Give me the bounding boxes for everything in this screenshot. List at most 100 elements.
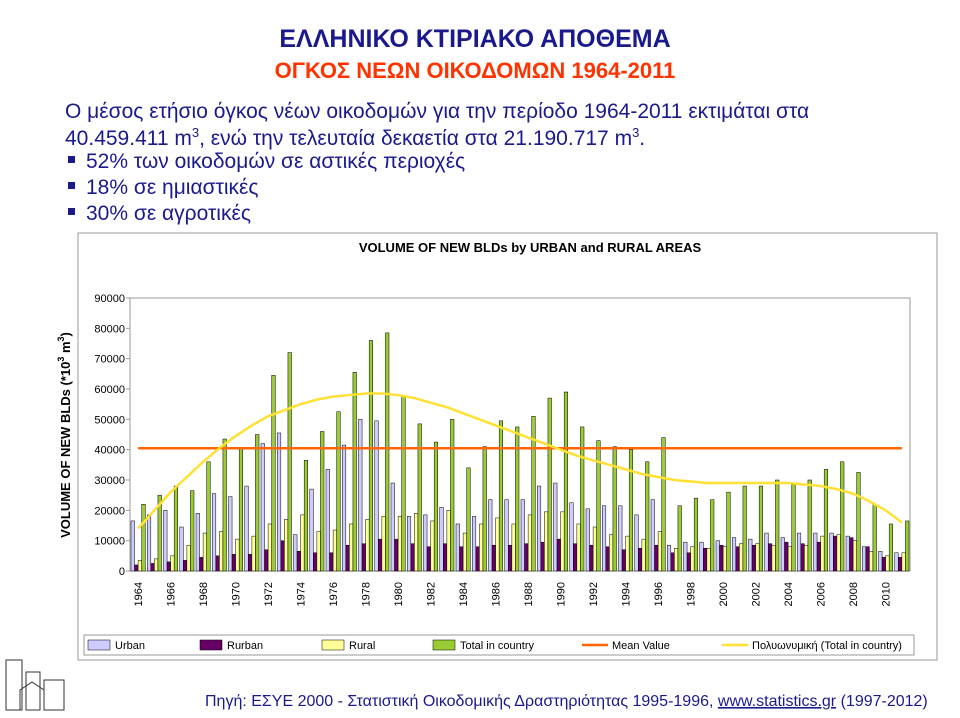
legend-swatch [432,639,456,651]
bar [569,502,574,572]
x-tick-label: 2006 [816,582,828,606]
bar [898,557,903,572]
bar [284,519,289,572]
legend-swatch [321,639,345,651]
bar [836,534,841,572]
x-tick-label: 1978 [361,582,373,606]
bar [287,352,292,572]
bar [199,557,204,572]
bar [732,537,737,572]
bar [313,552,318,572]
legend-label: Urban [115,640,145,652]
bar [450,419,455,572]
bar [634,514,639,572]
bar [703,548,708,572]
y-tick-label: 60000 [94,384,125,396]
building-icons [5,659,65,711]
bar [771,544,776,572]
bar [374,420,379,572]
bar [865,546,870,572]
y-axis-label: VOLUME OF NEW BLDs (*103 m3) [56,332,73,538]
bar [455,523,460,572]
bar [215,555,220,572]
x-tick-label: 1984 [458,582,470,606]
bar [813,532,818,572]
y-tick-label: 70000 [94,354,125,366]
bar [190,490,195,572]
bar [235,538,240,572]
bar [329,552,334,572]
bar [699,541,704,572]
bar [130,520,135,572]
bar [872,504,877,572]
bar [134,564,139,572]
y-tick-label: 30000 [94,475,125,487]
line-series [137,392,903,530]
bar [638,548,643,572]
bar [157,494,162,572]
bar [748,538,753,572]
legend-label: Total in country [460,640,534,652]
slide-subtitle: ΟΓΚΟΣ ΝΕΩΝ ΟΙΚΟΔΟΜΩΝ 1964-2011 [275,58,676,83]
bar [645,461,650,572]
legend-swatch [199,639,223,651]
bar [706,548,711,572]
legend [83,634,915,656]
source-link[interactable]: www.statistics.gr [717,693,837,710]
bullet: 18% σε ημιαστικές [86,176,259,199]
source-text: (1997-2012) [836,693,928,710]
bar [244,485,249,572]
bar [147,514,152,572]
bar [520,499,525,572]
bar [735,546,740,572]
x-tick-label: 1996 [653,582,665,606]
bar [878,551,883,572]
bar [791,484,796,572]
intro-text: . [639,127,645,150]
bar [141,504,146,572]
source: Πηγή: ΕΣΥΕ 2000 - Στατιστική Οικοδομικής… [205,693,928,710]
bar [560,511,565,572]
bar [378,538,383,572]
bar [693,497,698,572]
bar [401,396,406,572]
bar [173,485,178,572]
bar [722,546,727,572]
bar [195,513,200,572]
bar [300,514,305,572]
bar [661,437,666,572]
bar [715,540,720,572]
bar [674,548,679,572]
bar [547,397,552,572]
bar [527,514,532,572]
bar [332,529,337,572]
bullet: 52% των οικοδομών σε αστικές περιοχές [86,150,465,173]
bar [495,517,500,572]
bar [556,538,561,572]
bar [780,537,785,572]
bar [219,531,224,572]
bar [540,541,545,572]
bar [544,511,549,572]
x-tick-label: 2004 [783,582,795,606]
y-tick-label: 50000 [94,414,125,426]
bar [654,544,659,572]
bar [163,510,168,572]
bar [488,499,493,572]
bar [881,557,886,572]
x-tick-label: 1972 [263,582,275,606]
bar [618,505,623,572]
bar [829,532,834,572]
bar [612,446,617,572]
bar [901,552,906,572]
bar [755,543,760,572]
bar [202,532,207,572]
x-tick-label: 1970 [231,582,243,606]
bar [381,516,386,572]
bar [820,535,825,572]
bar [309,488,314,572]
bar [531,416,536,572]
bullet: 30% σε αγροτικές [86,202,251,225]
bar [479,523,484,572]
